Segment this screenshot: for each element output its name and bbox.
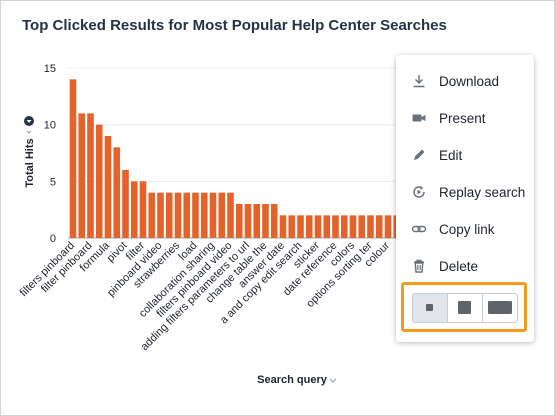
size-large-button[interactable]	[483, 294, 517, 322]
x-axis-chevron-icon	[329, 378, 337, 383]
bar	[139, 181, 147, 238]
y-axis-label: Total Hits	[24, 138, 36, 187]
size-small-button[interactable]	[413, 294, 448, 322]
x-axis-label: Search query	[257, 374, 328, 386]
copy-link-icon	[411, 225, 427, 233]
bar	[157, 192, 164, 238]
bar	[218, 192, 226, 238]
chart-context-menu: Download Present Edit Replay search Copy…	[396, 55, 534, 342]
menu-item-label: Edit	[439, 147, 463, 163]
bar	[183, 192, 191, 238]
bar	[332, 215, 339, 238]
y-tick-label: 0	[50, 233, 56, 245]
bar	[314, 215, 322, 238]
size-medium-icon	[458, 301, 471, 314]
bar	[209, 192, 217, 238]
bar	[358, 215, 366, 238]
download-icon	[413, 75, 425, 88]
bar	[244, 204, 252, 238]
bar	[375, 215, 383, 238]
bar	[87, 113, 94, 238]
bar	[288, 215, 296, 238]
menu-item-label: Copy link	[439, 221, 495, 237]
menu-item-label: Download	[439, 73, 500, 89]
menu-item-download[interactable]: Download	[396, 63, 534, 99]
bar	[174, 192, 182, 238]
menu-item-present[interactable]: Present	[396, 100, 534, 136]
bar	[297, 215, 304, 238]
bar	[235, 204, 243, 238]
size-selector	[412, 293, 518, 323]
bar	[78, 113, 86, 238]
bar	[279, 215, 287, 238]
bar	[148, 192, 156, 238]
y-tick-label: 15	[44, 63, 56, 75]
bar	[95, 124, 103, 238]
bar	[165, 192, 173, 238]
bar	[113, 147, 121, 238]
bar	[262, 204, 269, 238]
bar	[104, 136, 112, 238]
sort-icon-arrow	[26, 120, 32, 123]
bar	[384, 215, 392, 238]
bar	[349, 215, 357, 238]
bar	[270, 204, 278, 238]
size-small-icon	[426, 304, 433, 311]
bar	[323, 215, 331, 238]
menu-item-delete[interactable]: Delete	[396, 248, 534, 284]
bar	[69, 79, 77, 238]
menu-item-label: Replay search	[439, 184, 526, 200]
menu-item-copy-link[interactable]: Copy link	[396, 211, 534, 247]
size-selector-highlight	[401, 282, 527, 332]
delete-icon	[414, 259, 424, 273]
size-medium-button[interactable]	[448, 294, 483, 322]
chart-title: Top Clicked Results for Most Popular Hel…	[22, 17, 447, 34]
menu-item-label: Delete	[439, 258, 479, 274]
y-axis-chevron-icon	[26, 130, 32, 134]
bar	[130, 181, 138, 238]
bar	[253, 204, 261, 238]
present-icon	[412, 114, 426, 122]
y-tick-label: 10	[44, 120, 56, 132]
bar	[192, 192, 199, 238]
bar	[305, 215, 313, 238]
y-tick-label: 5	[50, 176, 56, 188]
menu-item-label: Present	[439, 110, 486, 126]
bar	[227, 192, 234, 238]
size-large-icon	[488, 301, 512, 314]
bar	[122, 170, 129, 238]
edit-icon	[414, 149, 425, 160]
replay-search-icon	[413, 185, 425, 198]
menu-item-replay-search[interactable]: Replay search	[396, 174, 534, 210]
bar	[200, 192, 208, 238]
bar	[367, 215, 374, 238]
bar	[340, 215, 348, 238]
menu-item-edit[interactable]: Edit	[396, 137, 534, 173]
